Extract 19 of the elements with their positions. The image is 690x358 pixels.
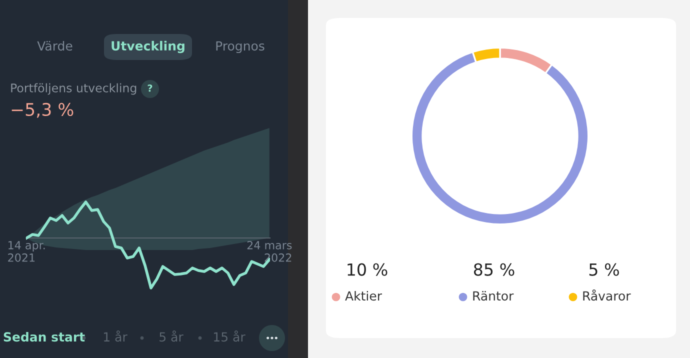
chart-title: Portföljens utveckling (11, 83, 136, 95)
text: Sedan start (4, 332, 85, 342)
donut-slice (410, 51, 590, 226)
text: ? (148, 84, 152, 92)
text: Värde (37, 40, 72, 51)
legend-label: Råvaror (583, 289, 631, 301)
legend-label: Räntor (473, 290, 514, 301)
x-tick-label: 14 apr. 2021 (8, 241, 45, 262)
text: Prognos (216, 41, 264, 54)
data-label: 5 % (589, 263, 619, 276)
text: 15 år (214, 330, 246, 342)
chart-subtitle: −5,3 % (12, 102, 74, 118)
x-tick-label: 24 mars 2022 (247, 240, 292, 262)
text: 5 år (160, 330, 184, 342)
text: 1 år (104, 330, 128, 342)
text: Utveckling (112, 40, 184, 54)
data-label: 85 % (474, 263, 514, 276)
legend-label: Aktier (345, 290, 382, 301)
data-label: 10 % (348, 263, 388, 276)
